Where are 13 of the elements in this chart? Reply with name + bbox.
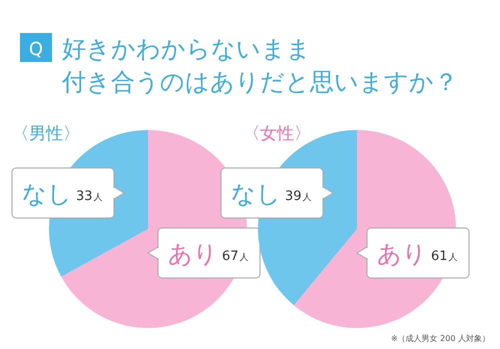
slice-label: なし: [231, 180, 281, 208]
slice-label: なし: [22, 180, 72, 208]
slice-label: あり: [168, 240, 218, 268]
data-label: 39人: [285, 189, 312, 204]
chart-subtitle: 〈女性〉: [243, 124, 311, 144]
slice-label: あり: [377, 240, 427, 268]
data-label: 33人: [76, 189, 103, 204]
chart-title: 好きかわからないまま付き合うのはありだと思いますか？: [61, 35, 458, 96]
text: ※（成人男女 200 人対象）: [390, 334, 490, 343]
data-label: 61人: [431, 249, 458, 264]
data-label: 67人: [222, 249, 249, 264]
text: Q: [28, 39, 44, 60]
chart-subtitle: 〈男性〉: [12, 124, 80, 144]
